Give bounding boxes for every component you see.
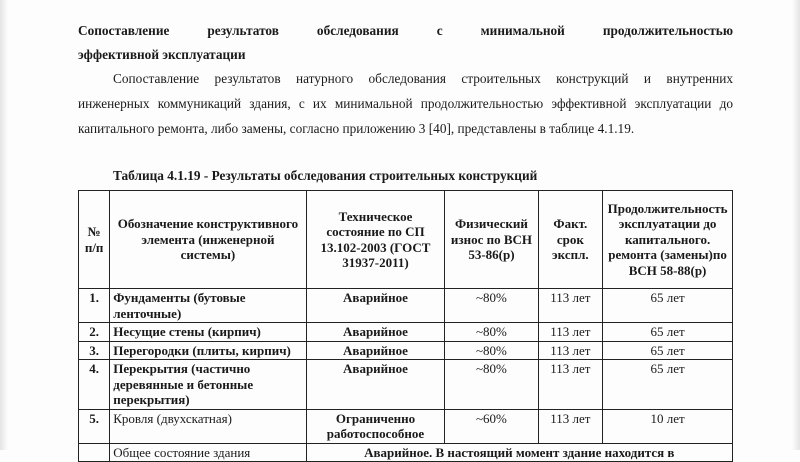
table-summary-row: Общее состояние здания Аварийное. В наст… — [77, 442, 734, 462]
row-age: 113 лет — [537, 359, 604, 410]
row-life: 65 лет — [602, 340, 733, 360]
row-state: Аварийное — [305, 340, 446, 360]
row-state: Аварийное — [305, 288, 446, 323]
row-life: 65 лет — [602, 359, 733, 410]
row-num: 3. — [77, 340, 111, 360]
paragraph-line-1: Сопоставление результатов натурного обсл… — [113, 71, 733, 86]
header-life: Продолжительность эксплуатации до капита… — [602, 190, 733, 289]
row-element: Несущие стены (кирпич) — [109, 322, 307, 342]
row-element: Фундаменты (бутовые ленточные) — [109, 288, 307, 323]
table-row: 5. Кровля (двухскатная) Ограниченно рабо… — [77, 408, 733, 444]
page-edge-left — [0, 0, 8, 450]
table-row: 3. Перегородки (плиты, кирпич) Аварийное… — [77, 340, 733, 360]
table-caption: Таблица 4.1.19 - Результаты обследования… — [113, 168, 538, 183]
row-element: Перегородки (плиты, кирпич) — [109, 340, 307, 360]
table-row: 1. Фундаменты (бутовые ленточные) Аварий… — [77, 288, 733, 323]
row-wear: ~80% — [444, 288, 539, 323]
paragraph-line-2: инженерных коммуникаций здания, с их мин… — [78, 96, 733, 111]
section-heading-line-1: Сопоставление результатов обследования с… — [78, 23, 733, 38]
row-element: Кровля (двухскатная) — [109, 408, 307, 444]
row-num: 2. — [77, 322, 111, 342]
row-element: Перекрытия (частично деревянные и бетонн… — [109, 359, 307, 410]
row-num: 4. — [77, 359, 111, 410]
row-num: 5. — [77, 408, 111, 444]
row-wear: ~60% — [444, 408, 539, 444]
row-wear: ~80% — [444, 340, 539, 360]
summary-label: Общее состояние здания — [109, 442, 307, 462]
table-row: 2. Несущие стены (кирпич) Аварийное ~80%… — [77, 322, 733, 342]
row-life: 10 лет — [602, 408, 733, 444]
row-age: 113 лет — [537, 322, 604, 342]
paragraph-line-3: капитального ремонта, либо замены, согла… — [78, 121, 635, 136]
page-edge-right — [792, 0, 800, 450]
row-life: 65 лет — [602, 322, 733, 342]
row-wear: ~80% — [444, 359, 539, 410]
section-heading-line-2: эффективной эксплуатации — [78, 47, 246, 62]
row-life: 65 лет — [602, 288, 733, 323]
header-age: Факт. срок экспл. — [537, 190, 604, 289]
header-state: Техническое состояние по СП 13.102-2003 … — [305, 190, 446, 289]
table-header-row: № п/п Обозначение конструктивного элемен… — [77, 190, 733, 289]
row-wear: ~80% — [444, 322, 539, 342]
row-state: Аварийное — [305, 322, 446, 342]
row-age: 113 лет — [537, 288, 604, 323]
header-num: № п/п — [77, 190, 111, 289]
row-age: 113 лет — [537, 340, 604, 360]
row-state: Ограниченно работоспособное — [305, 408, 446, 444]
row-state: Аварийное — [305, 359, 446, 410]
table-row: 4. Перекрытия (частично деревянные и бет… — [77, 359, 733, 410]
header-wear: Физический износ по ВСН 53-86(р) — [444, 190, 539, 289]
summary-num — [77, 442, 111, 462]
results-table: № п/п Обозначение конструктивного элемен… — [77, 190, 734, 462]
row-num: 1. — [77, 288, 111, 323]
row-age: 113 лет — [537, 408, 604, 444]
summary-value: Аварийное. В настоящий момент здание нах… — [305, 442, 734, 462]
header-element: Обозначение конструктивного элемента (ин… — [109, 190, 307, 289]
